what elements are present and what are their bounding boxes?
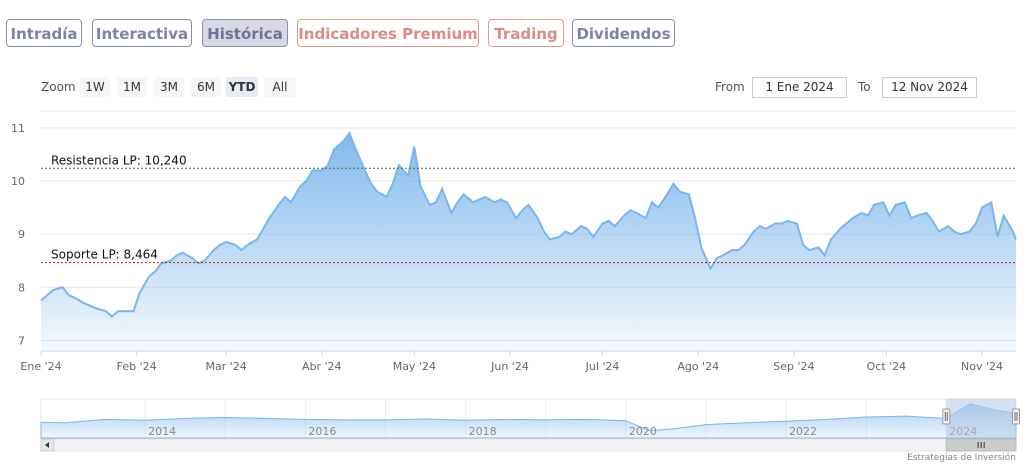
navigator-handle-right[interactable] (1012, 408, 1020, 425)
x-tick-label: Jun '24 (490, 360, 529, 373)
zoom-3m-button[interactable]: 3M (154, 77, 184, 97)
y-tick-label: 11 (11, 122, 25, 135)
zoom-all-button[interactable]: All (264, 77, 296, 97)
x-tick-label: Ago '24 (677, 360, 719, 373)
x-tick-label: Feb '24 (117, 360, 157, 373)
navigator[interactable]: 201420162018202020222024 (40, 398, 1020, 452)
tab-historica[interactable]: Histórica (202, 19, 288, 47)
arrow-left-icon (45, 442, 49, 448)
tab-trading[interactable]: Trading (488, 19, 564, 47)
x-tick-label: Sep '24 (773, 360, 814, 373)
resistance-label: Resistencia LP: 10,240 (51, 153, 187, 167)
navigator-year-label: 2020 (629, 425, 657, 438)
zoom-6m-button[interactable]: 6M (191, 77, 221, 97)
zoom-label: Zoom (41, 80, 76, 94)
tab-dividendos[interactable]: Dividendos (572, 19, 675, 47)
zoom-ytd-button[interactable]: YTD (226, 77, 258, 97)
x-tick-label: Jul '24 (585, 360, 620, 373)
x-tick-label: Ene '24 (20, 360, 61, 373)
navigator-handle-left[interactable] (942, 408, 951, 425)
navigator-scrollbar[interactable] (40, 438, 1017, 452)
series-area (41, 133, 1016, 351)
tab-indicadores-premium[interactable]: Indicadores Premium (297, 19, 479, 47)
range-to-input[interactable]: 12 Nov 2024 (882, 77, 977, 98)
range-to-label: To (858, 80, 871, 94)
credit-text: Estrategias de Inversión (907, 453, 1016, 463)
support-label: Soporte LP: 8,464 (51, 248, 158, 262)
tab-intradia[interactable]: Intradía (6, 19, 82, 47)
y-tick-label: 9 (18, 228, 25, 241)
navigator-year-label: 2022 (789, 425, 817, 438)
navigator-selection[interactable] (946, 399, 1016, 438)
x-tick-label: Oct '24 (867, 360, 907, 373)
zoom-1m-button[interactable]: 1M (117, 77, 147, 97)
x-tick-label: Mar '24 (205, 360, 246, 373)
navigator-year-label: 2014 (148, 425, 176, 438)
x-tick-label: Nov '24 (961, 360, 1003, 373)
range-from-input[interactable]: 1 Ene 2024 (752, 77, 847, 98)
zoom-1w-button[interactable]: 1W (80, 77, 110, 97)
navigator-year-label: 2016 (308, 425, 336, 438)
x-tick-label: Abr '24 (302, 360, 342, 373)
x-tick-label: May '24 (393, 360, 436, 373)
tab-interactiva[interactable]: Interactiva (92, 19, 192, 47)
range-from-label: From (715, 80, 745, 94)
y-tick-label: 8 (18, 281, 25, 294)
y-tick-label: 10 (11, 175, 25, 188)
navigator-year-label: 2018 (469, 425, 497, 438)
series-line (40, 131, 1017, 318)
y-tick-label: 7 (18, 334, 25, 347)
